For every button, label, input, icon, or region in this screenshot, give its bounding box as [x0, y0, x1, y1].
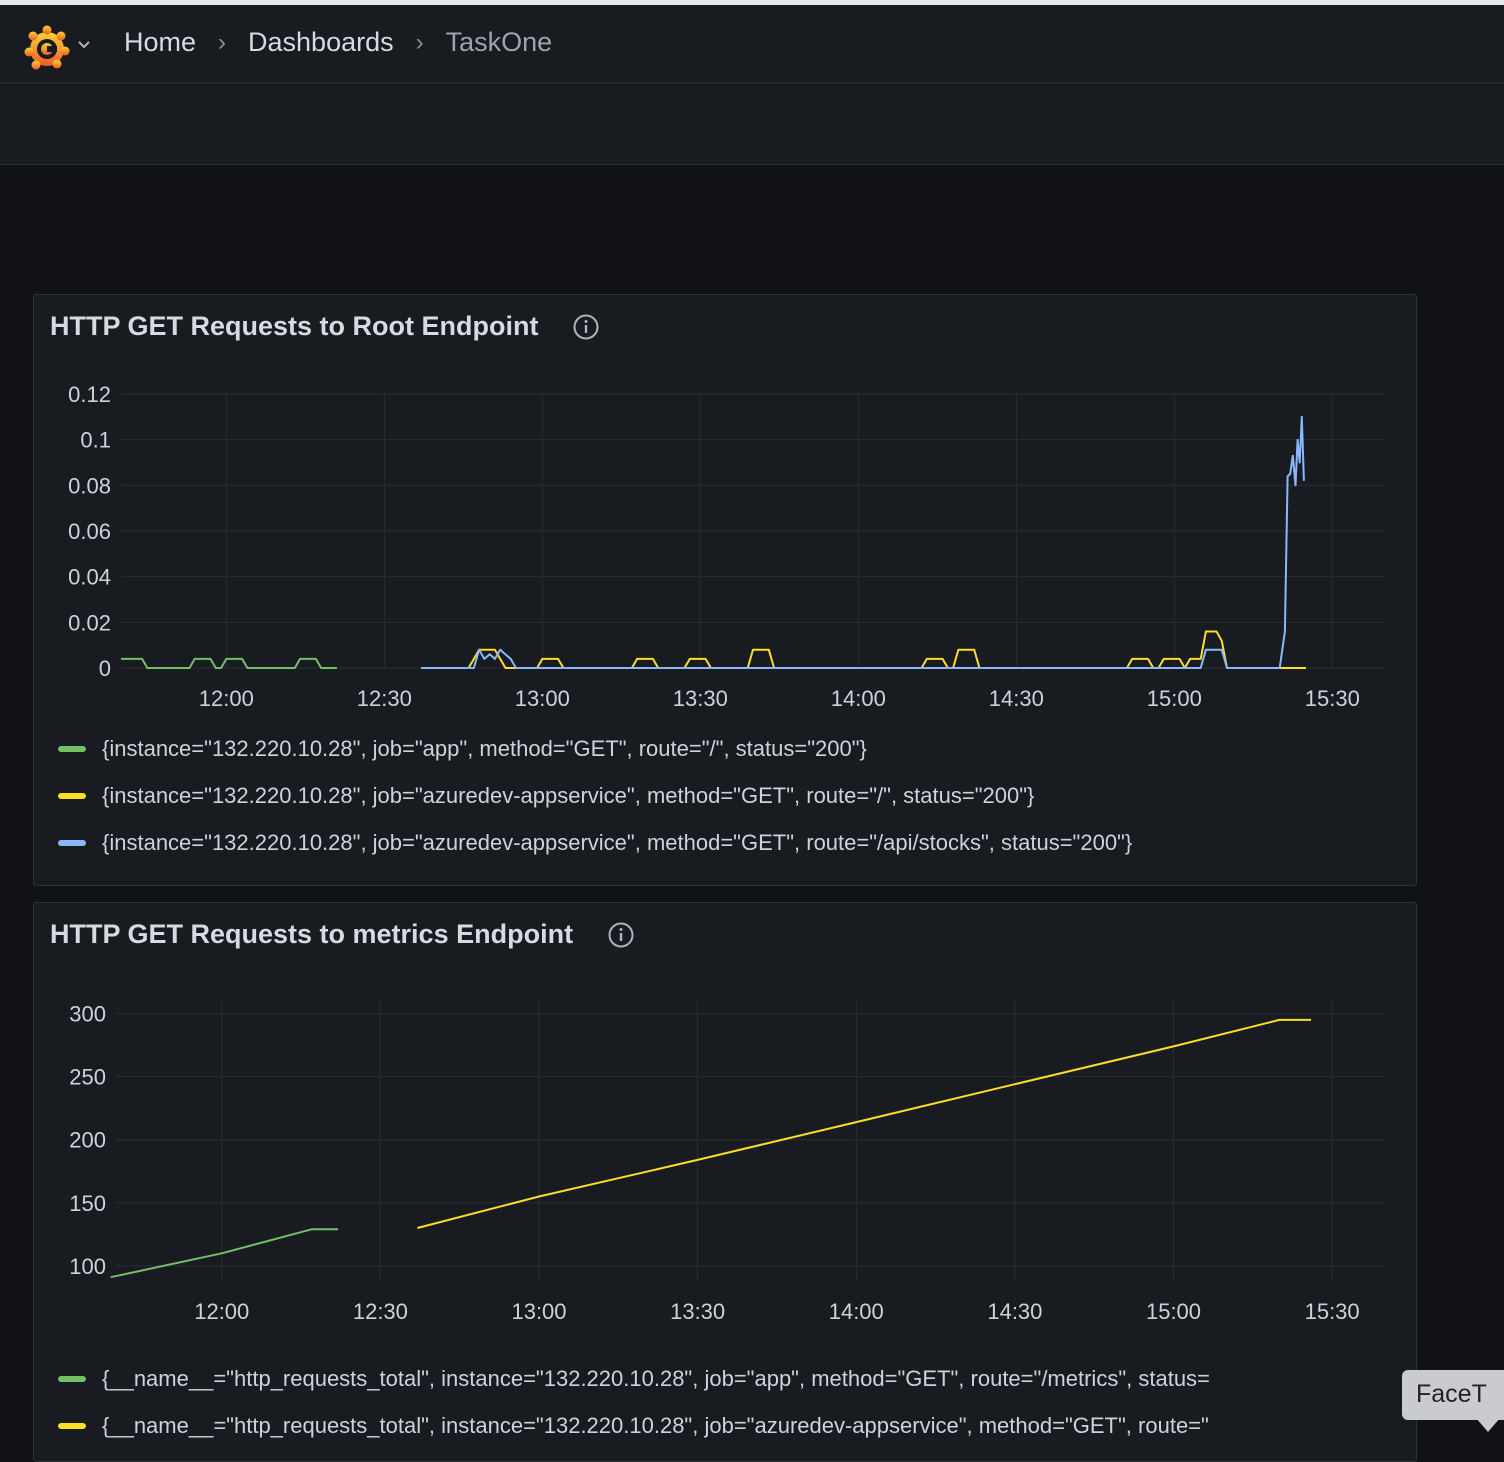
- info-icon[interactable]: [572, 313, 600, 341]
- y-tick-label: 300: [69, 1002, 106, 1027]
- x-tick-label: 14:00: [831, 686, 886, 711]
- legend-item[interactable]: {instance="132.220.10.28", job="azuredev…: [58, 819, 1132, 866]
- legend-color-swatch: [58, 839, 86, 846]
- legend-label: {__name__="http_requests_total", instanc…: [102, 1412, 1209, 1438]
- y-tick-label: 150: [69, 1191, 106, 1216]
- series-line: [110, 1228, 339, 1279]
- panel-metrics-endpoint: HTTP GET Requests to metrics Endpoint 10…: [33, 902, 1417, 1462]
- series-line: [421, 415, 1305, 669]
- x-tick-label: 13:30: [670, 1299, 725, 1324]
- x-tick-label: 13:00: [515, 686, 570, 711]
- time-series-chart[interactable]: 100 150 200 250 300 12:00 12:30 13:00 13:30 14:00…: [34, 983, 1417, 1353]
- top-nav-bar: Home › Dashboards › TaskOne: [0, 0, 1504, 84]
- grafana-logo-icon[interactable]: [22, 23, 72, 73]
- legend-color-swatch: [58, 1422, 86, 1429]
- panel-title: HTTP GET Requests to metrics Endpoint: [50, 919, 635, 950]
- x-tick-label: 14:30: [987, 1299, 1042, 1324]
- legend-color-swatch: [58, 792, 86, 799]
- y-tick-label: 250: [69, 1065, 106, 1090]
- panel-root-endpoint: HTTP GET Requests to Root Endpoint 0 0.02…: [33, 294, 1417, 886]
- x-tick-label: 13:00: [511, 1299, 566, 1324]
- series-line: [417, 1018, 1311, 1229]
- chevron-right-icon: ›: [415, 28, 424, 56]
- breadcrumb: Home › Dashboards › TaskOne: [124, 27, 552, 58]
- series-line: [421, 630, 1306, 669]
- tooltip-text: FaceT: [1416, 1380, 1487, 1408]
- x-tick-label: 12:00: [194, 1299, 249, 1324]
- y-tick-label: 0.06: [68, 519, 111, 544]
- y-tick-label: 0.12: [68, 382, 111, 407]
- legend-color-swatch: [58, 1375, 86, 1382]
- chart-legend: {__name__="http_requests_total", instanc…: [58, 1355, 1210, 1449]
- y-tick-label: 0.02: [68, 610, 111, 635]
- panel-title-text: HTTP GET Requests to Root Endpoint: [50, 311, 539, 341]
- legend-label: {instance="132.220.10.28", job="azuredev…: [102, 829, 1133, 855]
- legend-item[interactable]: {__name__="http_requests_total", instanc…: [58, 1402, 1210, 1449]
- x-tick-label: 12:30: [353, 1299, 408, 1324]
- dashboard-toolbar: [0, 85, 1504, 165]
- y-tick-label: 0.1: [80, 428, 111, 453]
- legend-color-swatch: [58, 745, 86, 752]
- breadcrumb-current: TaskOne: [445, 27, 553, 57]
- y-tick-label: 100: [69, 1254, 106, 1279]
- chart-legend: {instance="132.220.10.28", job="app", me…: [58, 725, 1132, 866]
- x-tick-label: 13:30: [673, 686, 728, 711]
- x-tick-label: 15:30: [1305, 1299, 1360, 1324]
- legend-label: {instance="132.220.10.28", job="app", me…: [102, 735, 867, 761]
- time-series-chart[interactable]: 0 0.02 0.04 0.06 0.08 0.1 0.12 12:00 12:30 13:00 1…: [34, 375, 1417, 715]
- panel-title-text: HTTP GET Requests to metrics Endpoint: [50, 919, 574, 949]
- legend-item[interactable]: {__name__="http_requests_total", instanc…: [58, 1355, 1210, 1402]
- x-tick-label: 15:30: [1305, 686, 1360, 711]
- panel-title: HTTP GET Requests to Root Endpoint: [50, 311, 600, 342]
- x-tick-label: 15:00: [1147, 686, 1202, 711]
- breadcrumb-dashboards[interactable]: Dashboards: [248, 27, 394, 57]
- y-tick-label: 0: [99, 656, 111, 681]
- x-tick-label: 12:30: [357, 686, 412, 711]
- series-line: [121, 657, 337, 669]
- legend-label: {__name__="http_requests_total", instanc…: [102, 1365, 1210, 1391]
- chevron-down-icon[interactable]: [76, 37, 92, 53]
- legend-item[interactable]: {instance="132.220.10.28", job="app", me…: [58, 725, 1132, 772]
- x-tick-label: 12:00: [199, 686, 254, 711]
- legend-label: {instance="132.220.10.28", job="azuredev…: [102, 782, 1035, 808]
- breadcrumb-home[interactable]: Home: [124, 27, 197, 57]
- x-tick-label: 14:00: [829, 1299, 884, 1324]
- x-tick-label: 14:30: [989, 686, 1044, 711]
- chevron-right-icon: ›: [218, 28, 227, 56]
- y-tick-label: 0.08: [68, 473, 111, 498]
- legend-item[interactable]: {instance="132.220.10.28", job="azuredev…: [58, 772, 1132, 819]
- x-tick-label: 15:00: [1146, 1299, 1201, 1324]
- info-icon[interactable]: [607, 921, 635, 949]
- y-tick-label: 0.04: [68, 565, 111, 590]
- tooltip-tail: [1476, 1418, 1500, 1432]
- y-tick-label: 200: [69, 1128, 106, 1153]
- tooltip: FaceT: [1402, 1370, 1504, 1420]
